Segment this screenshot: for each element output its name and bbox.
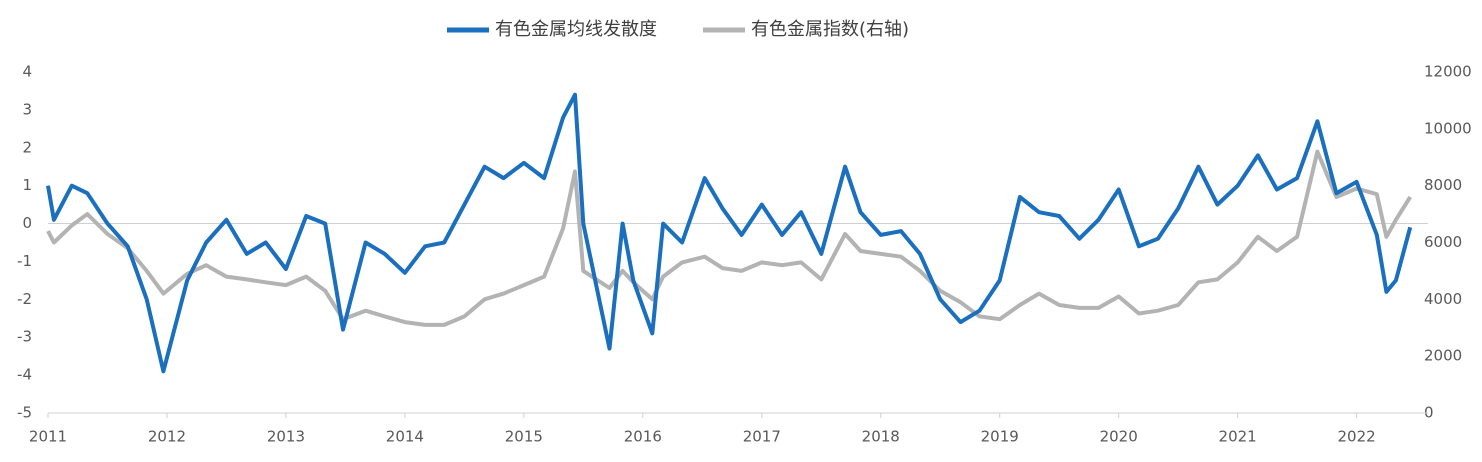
y2-tick-label: 12000 — [1424, 63, 1472, 81]
y-tick-label: 4 — [22, 63, 32, 81]
y2-tick-label: 8000 — [1424, 176, 1462, 194]
y2-tick-label: 0 — [1424, 404, 1434, 422]
x-tick-label: 2011 — [29, 428, 67, 446]
x-tick-label: 2013 — [267, 428, 305, 446]
series-line — [46, 92, 1413, 374]
x-tick-label: 2015 — [505, 428, 543, 446]
y-tick-label: 1 — [22, 176, 32, 194]
y-tick-label: -3 — [17, 328, 32, 346]
y2-tick-label: 4000 — [1424, 290, 1462, 308]
legend-label: 有色金属指数(右轴) — [751, 19, 909, 40]
legend-label: 有色金属均线发散度 — [495, 19, 657, 40]
y2-tick-label: 2000 — [1424, 347, 1462, 365]
y2-tick-label: 6000 — [1424, 233, 1462, 251]
x-tick-label: 2012 — [148, 428, 186, 446]
y-tick-label: 2 — [22, 138, 32, 156]
y-tick-label: -5 — [17, 404, 32, 422]
x-tick-label: 2014 — [386, 428, 424, 446]
x-tick-label: 2018 — [862, 428, 900, 446]
x-tick-label: 2021 — [1219, 428, 1257, 446]
y-tick-label: -1 — [17, 252, 32, 270]
y-tick-label: 3 — [22, 100, 32, 118]
y-tick-label: 0 — [22, 214, 32, 232]
y-tick-label: -2 — [17, 290, 32, 308]
y2-tick-label: 10000 — [1424, 119, 1472, 137]
x-tick-label: 2022 — [1338, 428, 1376, 446]
y-tick-label: -4 — [17, 366, 32, 384]
x-tick-label: 2016 — [624, 428, 662, 446]
x-tick-label: 2020 — [1100, 428, 1138, 446]
series-line — [46, 149, 1412, 327]
x-tick-label: 2017 — [743, 428, 781, 446]
x-tick-label: 2019 — [981, 428, 1019, 446]
